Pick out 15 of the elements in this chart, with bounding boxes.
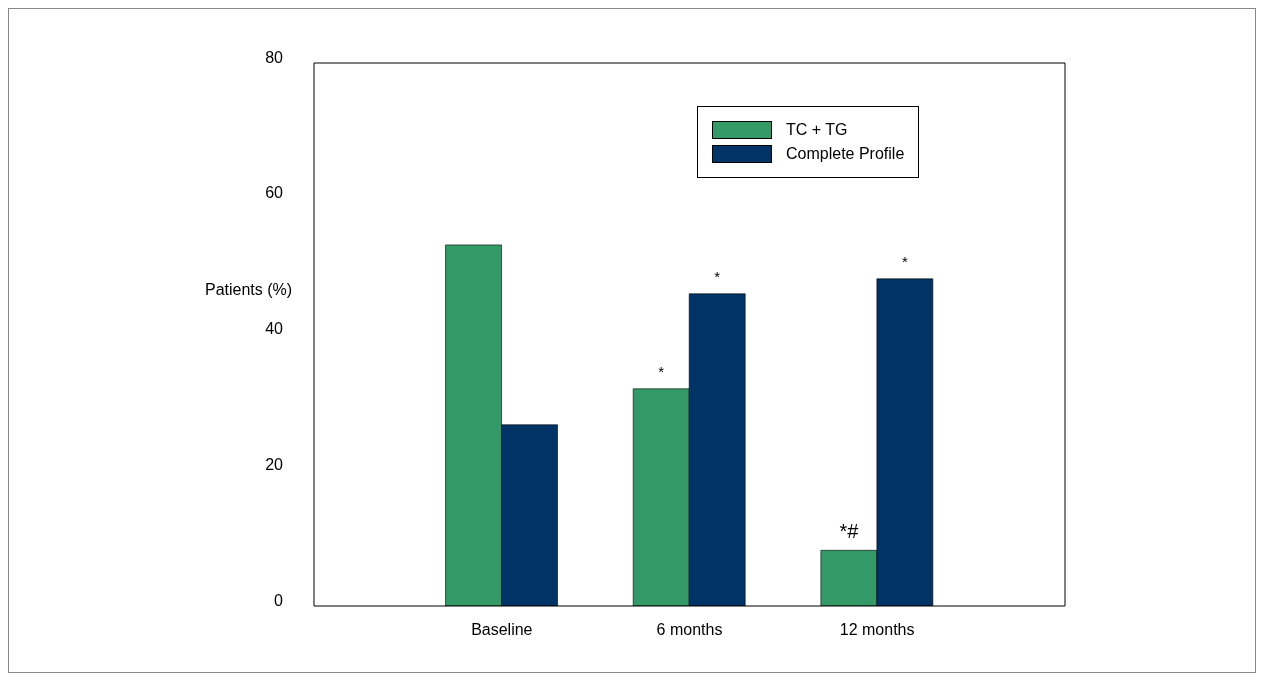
y-tick-label: 20	[265, 455, 284, 473]
y-tick-label: 40	[265, 320, 284, 338]
y-tick-label: 60	[265, 184, 284, 202]
y-tick-label: 80	[265, 48, 284, 66]
annotation: *	[658, 362, 665, 380]
y-axis-title: Patients (%)	[205, 281, 293, 299]
annotation: *	[714, 267, 721, 285]
annotation: *#	[839, 520, 860, 543]
x-tick-label: 6 months	[656, 621, 723, 639]
legend-label: TC + TG	[786, 121, 848, 139]
annotation: *	[901, 252, 908, 270]
y-tick-label: 0	[274, 591, 284, 609]
x-tick-label: 12 months	[839, 621, 915, 639]
legend-label: Complete Profile	[786, 145, 905, 163]
x-tick-label: Baseline	[471, 621, 533, 639]
